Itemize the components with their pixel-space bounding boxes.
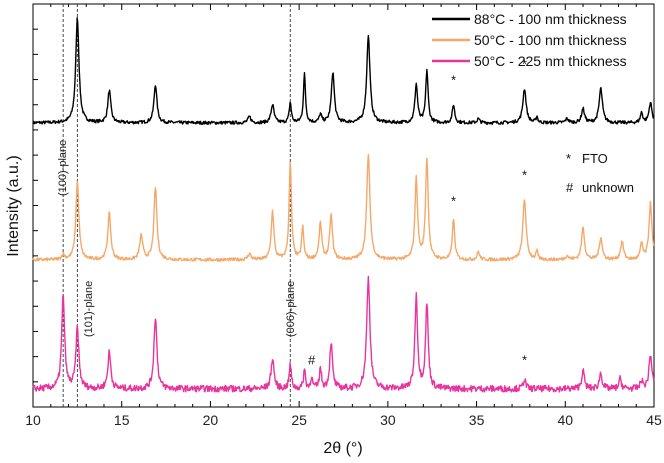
fto-peak-marker: *	[522, 353, 527, 368]
x-tick-label: 10	[25, 412, 41, 428]
unknown-peak-marker: #	[308, 353, 316, 368]
x-tick-label: 20	[203, 412, 219, 428]
fto-peak-marker: *	[451, 73, 456, 88]
y-axis-ticks	[33, 28, 38, 383]
reference-lines	[62, 4, 291, 407]
x-axis-ticks: 10 15 20 25 30 35 40 45	[25, 4, 662, 428]
annotation-key: * FTO # unknown	[566, 151, 634, 195]
x-tick-label: 25	[291, 412, 307, 428]
plane-label-101: (101)-plane	[83, 281, 95, 337]
legend-label-50c-225nm: 50°C - 225 nm thickness	[474, 53, 627, 69]
plane-label-006: (006)-plane	[285, 281, 297, 337]
series-line-0	[32, 17, 654, 126]
fto-peak-marker: *	[451, 194, 456, 209]
x-tick-label: 15	[114, 412, 130, 428]
x-tick-label: 35	[469, 412, 485, 428]
x-tick-label: 45	[646, 412, 662, 428]
fto-label: FTO	[582, 151, 608, 166]
legend: 88°C - 100 nm thickness 50°C - 100 nm th…	[432, 11, 627, 69]
x-tick-label: 40	[557, 412, 573, 428]
x-tick-label: 30	[380, 412, 396, 428]
legend-label-88c-100nm: 88°C - 100 nm thickness	[474, 11, 627, 27]
series-lines	[32, 17, 655, 393]
fto-symbol: *	[566, 151, 571, 166]
legend-label-50c-100nm: 50°C - 100 nm thickness	[474, 32, 627, 48]
unknown-label: unknown	[582, 180, 634, 195]
peak-markers: * * * * * #	[308, 56, 527, 367]
fto-peak-marker: *	[522, 56, 527, 71]
fto-peak-marker: *	[522, 167, 527, 182]
unknown-symbol: #	[566, 180, 574, 195]
series-line-1	[32, 153, 655, 262]
series-line-2	[32, 275, 655, 393]
plane-label-100: (100)-plane	[57, 140, 69, 196]
x-axis-title: 2θ (°)	[323, 440, 362, 457]
y-axis-title: Intensity (a.u.)	[5, 155, 22, 256]
